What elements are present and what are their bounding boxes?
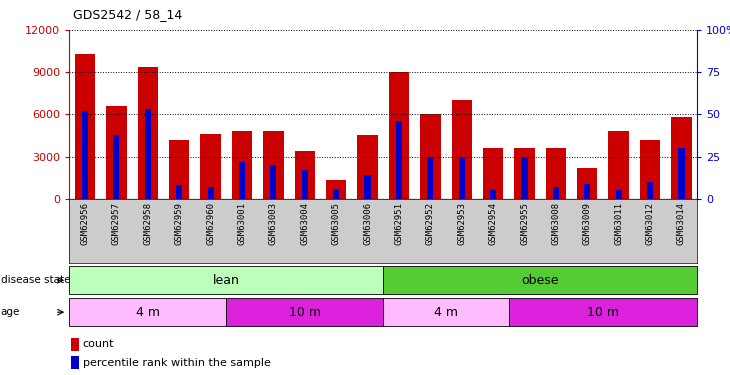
Bar bbox=[326, 180, 346, 199]
Text: GSM62952: GSM62952 bbox=[426, 202, 435, 245]
Bar bbox=[270, 165, 277, 199]
Bar bbox=[113, 135, 120, 199]
Bar bbox=[107, 106, 126, 199]
Bar bbox=[358, 135, 377, 199]
Bar bbox=[509, 298, 697, 326]
Bar bbox=[145, 110, 151, 199]
Text: count: count bbox=[82, 339, 114, 349]
Text: GSM62953: GSM62953 bbox=[457, 202, 466, 245]
Bar bbox=[427, 157, 434, 199]
Text: GSM63014: GSM63014 bbox=[677, 202, 686, 245]
Text: GSM63009: GSM63009 bbox=[583, 202, 592, 245]
Text: GSM63008: GSM63008 bbox=[551, 202, 561, 245]
Bar bbox=[207, 187, 214, 199]
Text: obese: obese bbox=[521, 274, 559, 287]
Bar bbox=[75, 54, 95, 199]
Bar bbox=[82, 111, 88, 199]
Bar bbox=[521, 157, 528, 199]
Bar bbox=[515, 148, 534, 199]
Text: lean: lean bbox=[213, 274, 239, 287]
Bar bbox=[396, 121, 402, 199]
Text: disease state: disease state bbox=[1, 275, 70, 285]
Bar bbox=[383, 266, 697, 294]
Text: GSM63005: GSM63005 bbox=[331, 202, 341, 245]
Bar bbox=[584, 184, 591, 199]
Text: percentile rank within the sample: percentile rank within the sample bbox=[82, 358, 271, 368]
Bar bbox=[201, 134, 220, 199]
Text: GSM63011: GSM63011 bbox=[614, 202, 623, 245]
Bar bbox=[72, 356, 79, 369]
Bar bbox=[69, 266, 383, 294]
Bar bbox=[364, 175, 371, 199]
Bar bbox=[420, 114, 440, 199]
Bar bbox=[609, 131, 629, 199]
Text: GSM63006: GSM63006 bbox=[363, 202, 372, 245]
Text: GSM62960: GSM62960 bbox=[206, 202, 215, 245]
Bar bbox=[176, 185, 182, 199]
Text: GSM62955: GSM62955 bbox=[520, 202, 529, 245]
Bar bbox=[553, 187, 559, 199]
Text: GSM62951: GSM62951 bbox=[394, 202, 404, 245]
Text: 4 m: 4 m bbox=[434, 306, 458, 319]
Bar bbox=[301, 170, 308, 199]
Bar bbox=[483, 148, 503, 199]
Bar bbox=[169, 140, 189, 199]
Bar bbox=[458, 157, 465, 199]
Bar bbox=[232, 131, 252, 199]
Text: age: age bbox=[1, 307, 20, 317]
Bar bbox=[490, 190, 496, 199]
Bar bbox=[69, 298, 226, 326]
Bar bbox=[239, 162, 245, 199]
Bar bbox=[295, 151, 315, 199]
Bar bbox=[72, 338, 79, 351]
Text: GSM62954: GSM62954 bbox=[488, 202, 498, 245]
Bar bbox=[226, 298, 383, 326]
Text: GDS2542 / 58_14: GDS2542 / 58_14 bbox=[73, 8, 182, 21]
Text: GSM63003: GSM63003 bbox=[269, 202, 278, 245]
Text: GSM62958: GSM62958 bbox=[143, 202, 153, 245]
Text: 10 m: 10 m bbox=[289, 306, 320, 319]
Bar bbox=[389, 72, 409, 199]
Text: GSM63001: GSM63001 bbox=[237, 202, 247, 245]
Text: GSM62957: GSM62957 bbox=[112, 202, 121, 245]
Bar bbox=[452, 100, 472, 199]
Bar bbox=[672, 117, 691, 199]
Bar bbox=[138, 67, 158, 199]
Bar bbox=[546, 148, 566, 199]
Bar bbox=[264, 131, 283, 199]
Bar bbox=[678, 148, 685, 199]
Bar bbox=[640, 140, 660, 199]
Text: 10 m: 10 m bbox=[587, 306, 619, 319]
Bar bbox=[615, 190, 622, 199]
Text: GSM63012: GSM63012 bbox=[645, 202, 655, 245]
Text: GSM62956: GSM62956 bbox=[80, 202, 90, 245]
Bar bbox=[383, 298, 509, 326]
Bar bbox=[647, 182, 653, 199]
Text: 4 m: 4 m bbox=[136, 306, 160, 319]
Text: GSM63004: GSM63004 bbox=[300, 202, 310, 245]
Bar bbox=[577, 168, 597, 199]
Text: GSM62959: GSM62959 bbox=[174, 202, 184, 245]
Bar bbox=[333, 189, 339, 199]
